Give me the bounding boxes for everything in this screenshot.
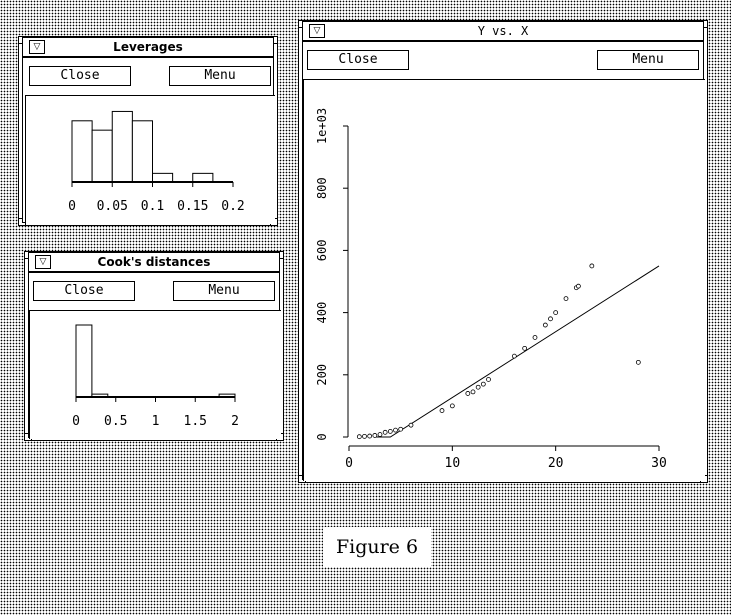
scatter-window: ▽ Y vs. X Close Menu 0 200 400 600 800 1e+03 0…	[302, 21, 705, 481]
menu-button[interactable]: Menu	[169, 66, 271, 86]
data-point	[470, 389, 476, 395]
y-tick-label: 0	[315, 433, 329, 440]
data-point	[635, 359, 641, 365]
data-point	[511, 353, 517, 359]
triangle-down-icon[interactable]: ▽	[309, 24, 325, 38]
data-point	[486, 377, 491, 382]
plot-area: 0 200 400 600 800 1e+03 0 10 20 30	[303, 79, 705, 481]
data-point	[356, 434, 362, 440]
triangle-down-icon[interactable]: ▽	[29, 40, 45, 54]
data-point	[589, 263, 595, 269]
close-button[interactable]: Close	[307, 50, 409, 70]
leverages-window: ▽ Leverages Close Menu 0 0.05 0.1 0.15 0.2	[22, 37, 275, 224]
data-point	[522, 345, 528, 351]
data-point	[387, 429, 393, 434]
x-tick-label: 0.05	[97, 199, 128, 214]
data-point	[408, 422, 414, 428]
plot-area: 0 0.5 1 1.5 2	[29, 310, 281, 439]
data-point	[465, 391, 471, 396]
title-bar[interactable]: ▽ Leverages	[23, 38, 273, 58]
y-tick-label: 800	[315, 177, 329, 199]
y-tick-label: 400	[315, 302, 329, 324]
x-tick-label: 1.5	[184, 414, 207, 429]
menu-button[interactable]: Menu	[597, 50, 699, 70]
data-point	[393, 427, 398, 433]
y-tick-label: 200	[315, 364, 329, 386]
leverages-histogram: 0 0.05 0.1 0.15 0.2	[68, 110, 245, 214]
x-tick-label: 0.15	[177, 199, 208, 214]
histogram-bar	[131, 120, 153, 183]
x-tick-label: 0.1	[141, 199, 164, 214]
y-tick-label: 1e+03	[315, 108, 329, 144]
histogram-bar	[111, 110, 133, 183]
x-tick-label: 0	[72, 414, 80, 429]
data-point	[367, 433, 373, 439]
histogram-bar	[91, 129, 113, 183]
close-button[interactable]: Close	[33, 281, 135, 301]
data-point	[362, 433, 367, 439]
window-title: Leverages	[113, 40, 183, 54]
close-button[interactable]: Close	[29, 66, 131, 86]
x-tick-label: 0.5	[104, 414, 127, 429]
plot-area: 0 0.05 0.1 0.15 0.2	[25, 95, 275, 224]
x-tick-label: 30	[651, 456, 667, 471]
triangle-down-icon[interactable]: ▽	[35, 255, 51, 269]
x-tick-label: 0.2	[221, 199, 244, 214]
data-point	[542, 322, 548, 328]
data-point	[563, 296, 569, 302]
histogram-bar	[192, 172, 214, 183]
x-tick-label: 1	[152, 414, 160, 429]
data-point	[398, 426, 404, 432]
title-bar[interactable]: ▽ Cook's distances	[29, 253, 279, 273]
histogram-bar	[152, 172, 174, 183]
cooks-histogram: 0 0.5 1 1.5 2	[72, 324, 239, 429]
x-tick-label: 20	[548, 456, 564, 471]
y-tick-label: 600	[315, 240, 329, 262]
data-point	[553, 310, 559, 316]
x-tick-label: 0	[68, 199, 76, 214]
histogram-bar	[75, 324, 93, 398]
data-point	[377, 432, 383, 437]
menu-button[interactable]: Menu	[173, 281, 275, 301]
title-bar[interactable]: ▽ Y vs. X	[303, 22, 703, 42]
data-point	[575, 283, 581, 289]
window-title: Cook's distances	[97, 255, 211, 269]
data-point	[480, 381, 486, 387]
x-tick-label: 0	[345, 456, 353, 471]
x-tick-label: 10	[445, 456, 461, 471]
data-point	[439, 408, 445, 413]
fit-line	[374, 265, 660, 438]
data-point	[372, 433, 378, 438]
figure-caption: Figure 6	[323, 527, 431, 567]
data-point	[449, 403, 455, 409]
data-point	[382, 429, 388, 435]
x-tick-label: 2	[231, 414, 239, 429]
y-vs-x-scatterplot: 0 200 400 600 800 1e+03 0 10 20 30	[315, 108, 667, 471]
window-title: Y vs. X	[477, 24, 529, 38]
data-point	[548, 316, 553, 322]
data-point	[475, 384, 481, 390]
histogram-bar	[71, 120, 93, 183]
data-point	[532, 335, 538, 340]
cooks-window: ▽ Cook's distances Close Menu 0 0.5 1 1.5 2	[28, 252, 281, 439]
